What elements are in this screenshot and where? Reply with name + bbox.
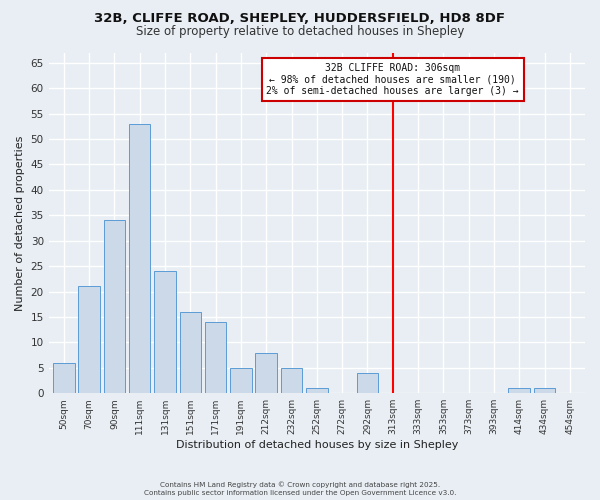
Text: Contains HM Land Registry data © Crown copyright and database right 2025.: Contains HM Land Registry data © Crown c… [160,481,440,488]
Bar [508,388,530,393]
Bar [129,124,151,393]
Text: 32B CLIFFE ROAD: 306sqm
← 98% of detached houses are smaller (190)
2% of semi-de: 32B CLIFFE ROAD: 306sqm ← 98% of detache… [266,62,519,96]
Bar [281,368,302,393]
Bar [205,322,226,393]
Text: 32B, CLIFFE ROAD, SHEPLEY, HUDDERSFIELD, HD8 8DF: 32B, CLIFFE ROAD, SHEPLEY, HUDDERSFIELD,… [95,12,505,26]
Bar [230,368,251,393]
Bar [306,388,328,393]
Bar [534,388,555,393]
X-axis label: Distribution of detached houses by size in Shepley: Distribution of detached houses by size … [176,440,458,450]
Text: Contains public sector information licensed under the Open Government Licence v3: Contains public sector information licen… [144,490,456,496]
Bar [53,362,74,393]
Bar [104,220,125,393]
Bar [79,286,100,393]
Y-axis label: Number of detached properties: Number of detached properties [15,135,25,310]
Text: Size of property relative to detached houses in Shepley: Size of property relative to detached ho… [136,25,464,38]
Bar [356,373,378,393]
Bar [256,352,277,393]
Bar [179,312,201,393]
Bar [154,271,176,393]
